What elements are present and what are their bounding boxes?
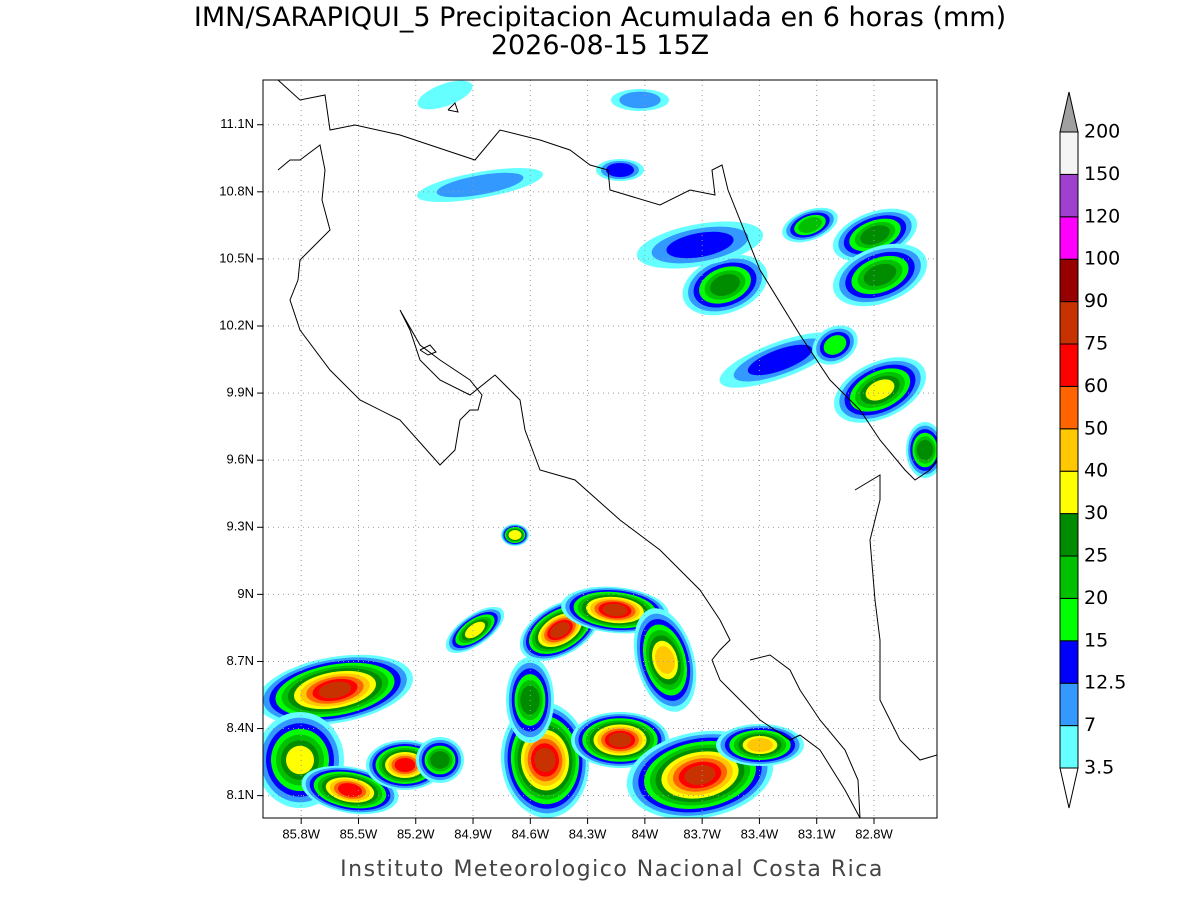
lat-tick-label: 10.8N xyxy=(219,183,254,198)
precip-cell xyxy=(798,217,822,233)
precip-cell xyxy=(747,738,773,752)
lat-tick-label: 9.9N xyxy=(227,385,254,400)
lon-tick-label: 84.9W xyxy=(454,826,492,841)
colorbar-segment xyxy=(1059,343,1079,387)
precip-cell xyxy=(436,172,524,198)
precip-cell xyxy=(619,91,661,109)
precip-cell xyxy=(666,231,734,259)
colorbar-label: 75 xyxy=(1084,333,1108,355)
lon-tick-label: 84W xyxy=(632,826,659,841)
coastline xyxy=(277,80,937,818)
colorbar-label: 200 xyxy=(1084,121,1120,143)
colorbar-label: 90 xyxy=(1084,290,1108,312)
lon-tick-label: 85.8W xyxy=(282,826,320,841)
colorbar-label: 3.5 xyxy=(1084,757,1114,779)
grid: 11.1N 10.8N 10.5N 10.2N 9.9N 9.6N 9.3N 9N 8.7N 8.… xyxy=(219,80,937,841)
precip-cell xyxy=(655,646,675,674)
subtitle: 2026-08-15 15Z xyxy=(491,30,709,61)
colorbar-segment xyxy=(1059,428,1079,472)
lon-tick-label: 84.3W xyxy=(569,826,607,841)
colorbar-segment xyxy=(1059,682,1079,727)
colorbar-label: 40 xyxy=(1084,460,1108,482)
precip-cell xyxy=(534,747,556,773)
lat-tick-label: 8.7N xyxy=(227,653,254,668)
lat-tick-label: 9.6N xyxy=(227,452,254,467)
precip-cell xyxy=(606,163,634,177)
lat-tick-label: 10.2N xyxy=(219,317,254,332)
precip-cell xyxy=(747,344,813,376)
colorbar-label: 100 xyxy=(1084,248,1120,270)
colorbar-label: 120 xyxy=(1084,205,1120,227)
colorbar-label: 7 xyxy=(1084,714,1096,736)
lon-tick-label: 85.2W xyxy=(397,826,435,841)
colorbar-end xyxy=(1059,91,1079,133)
colorbar-label: 150 xyxy=(1084,163,1120,185)
lat-tick-label: 8.1N xyxy=(227,787,254,802)
precip-cell xyxy=(684,765,716,785)
precip-cell xyxy=(602,603,628,617)
colorbar-segment xyxy=(1059,385,1079,430)
precip-cell xyxy=(860,225,890,245)
colorbar-label: 50 xyxy=(1084,417,1108,439)
lon-tick-label: 83.7W xyxy=(683,826,721,841)
colorbar-label: 20 xyxy=(1084,587,1108,609)
colorbar-segment xyxy=(1059,173,1079,218)
lon-tick-label: 85.5W xyxy=(340,826,378,841)
colorbar-segment xyxy=(1059,131,1079,175)
lat-tick-label: 10.5N xyxy=(219,250,254,265)
colorbar-label: 30 xyxy=(1084,502,1108,524)
colorbar-segment xyxy=(1059,470,1079,515)
precip-cell xyxy=(823,335,847,355)
precip-cell xyxy=(337,783,363,797)
precip-cell xyxy=(286,745,314,775)
precipitation-field xyxy=(263,80,937,818)
precip-cell xyxy=(464,621,486,639)
precip-cell xyxy=(508,530,522,540)
lat-tick-label: 9.3N xyxy=(227,519,254,534)
colorbar-segment xyxy=(1059,555,1079,599)
lat-tick-label: 9N xyxy=(237,586,254,601)
precip-cell xyxy=(865,379,895,401)
colorbar-label: 15 xyxy=(1084,629,1108,651)
lat-tick-label: 11.1N xyxy=(220,116,254,131)
precip-cell xyxy=(550,622,570,638)
precip-cell xyxy=(394,758,416,772)
colorbar-segment xyxy=(1059,216,1079,260)
lon-tick-label: 84.6W xyxy=(512,826,550,841)
colorbar-label: 25 xyxy=(1084,545,1108,567)
colorbar-segment xyxy=(1059,725,1079,769)
colorbar-segment xyxy=(1059,640,1079,684)
lon-tick-label: 83.1W xyxy=(798,826,836,841)
precip-cell xyxy=(430,751,450,769)
colorbar: 3.5 7 12.5 15 20 25 30 40 50 60 75 90 100 120 150 200 xyxy=(1059,91,1126,809)
title: IMN/SARAPIQUI_5 Precipitacion Acumulada … xyxy=(194,2,1006,33)
colorbar-segment xyxy=(1059,513,1079,557)
precip-cell xyxy=(608,732,632,748)
map-frame xyxy=(262,79,938,819)
lon-tick-label: 82.8W xyxy=(855,826,893,841)
lat-tick-label: 8.4N xyxy=(227,720,254,735)
colorbar-segment xyxy=(1059,597,1079,642)
lon-tick-label: 83.4W xyxy=(741,826,779,841)
precip-cell xyxy=(863,263,897,287)
precip-cell xyxy=(916,439,934,461)
precip-cell xyxy=(710,274,740,296)
colorbar-segment xyxy=(1059,258,1079,303)
colorbar-segment xyxy=(1059,301,1079,345)
colorbar-label: 12.5 xyxy=(1084,672,1126,694)
footer: Instituto Meteorologico Nacional Costa R… xyxy=(340,857,884,882)
colorbar-end xyxy=(1059,767,1079,809)
precip-cell xyxy=(318,681,352,699)
precip-cell xyxy=(417,80,473,110)
colorbar-label: 60 xyxy=(1084,375,1108,397)
